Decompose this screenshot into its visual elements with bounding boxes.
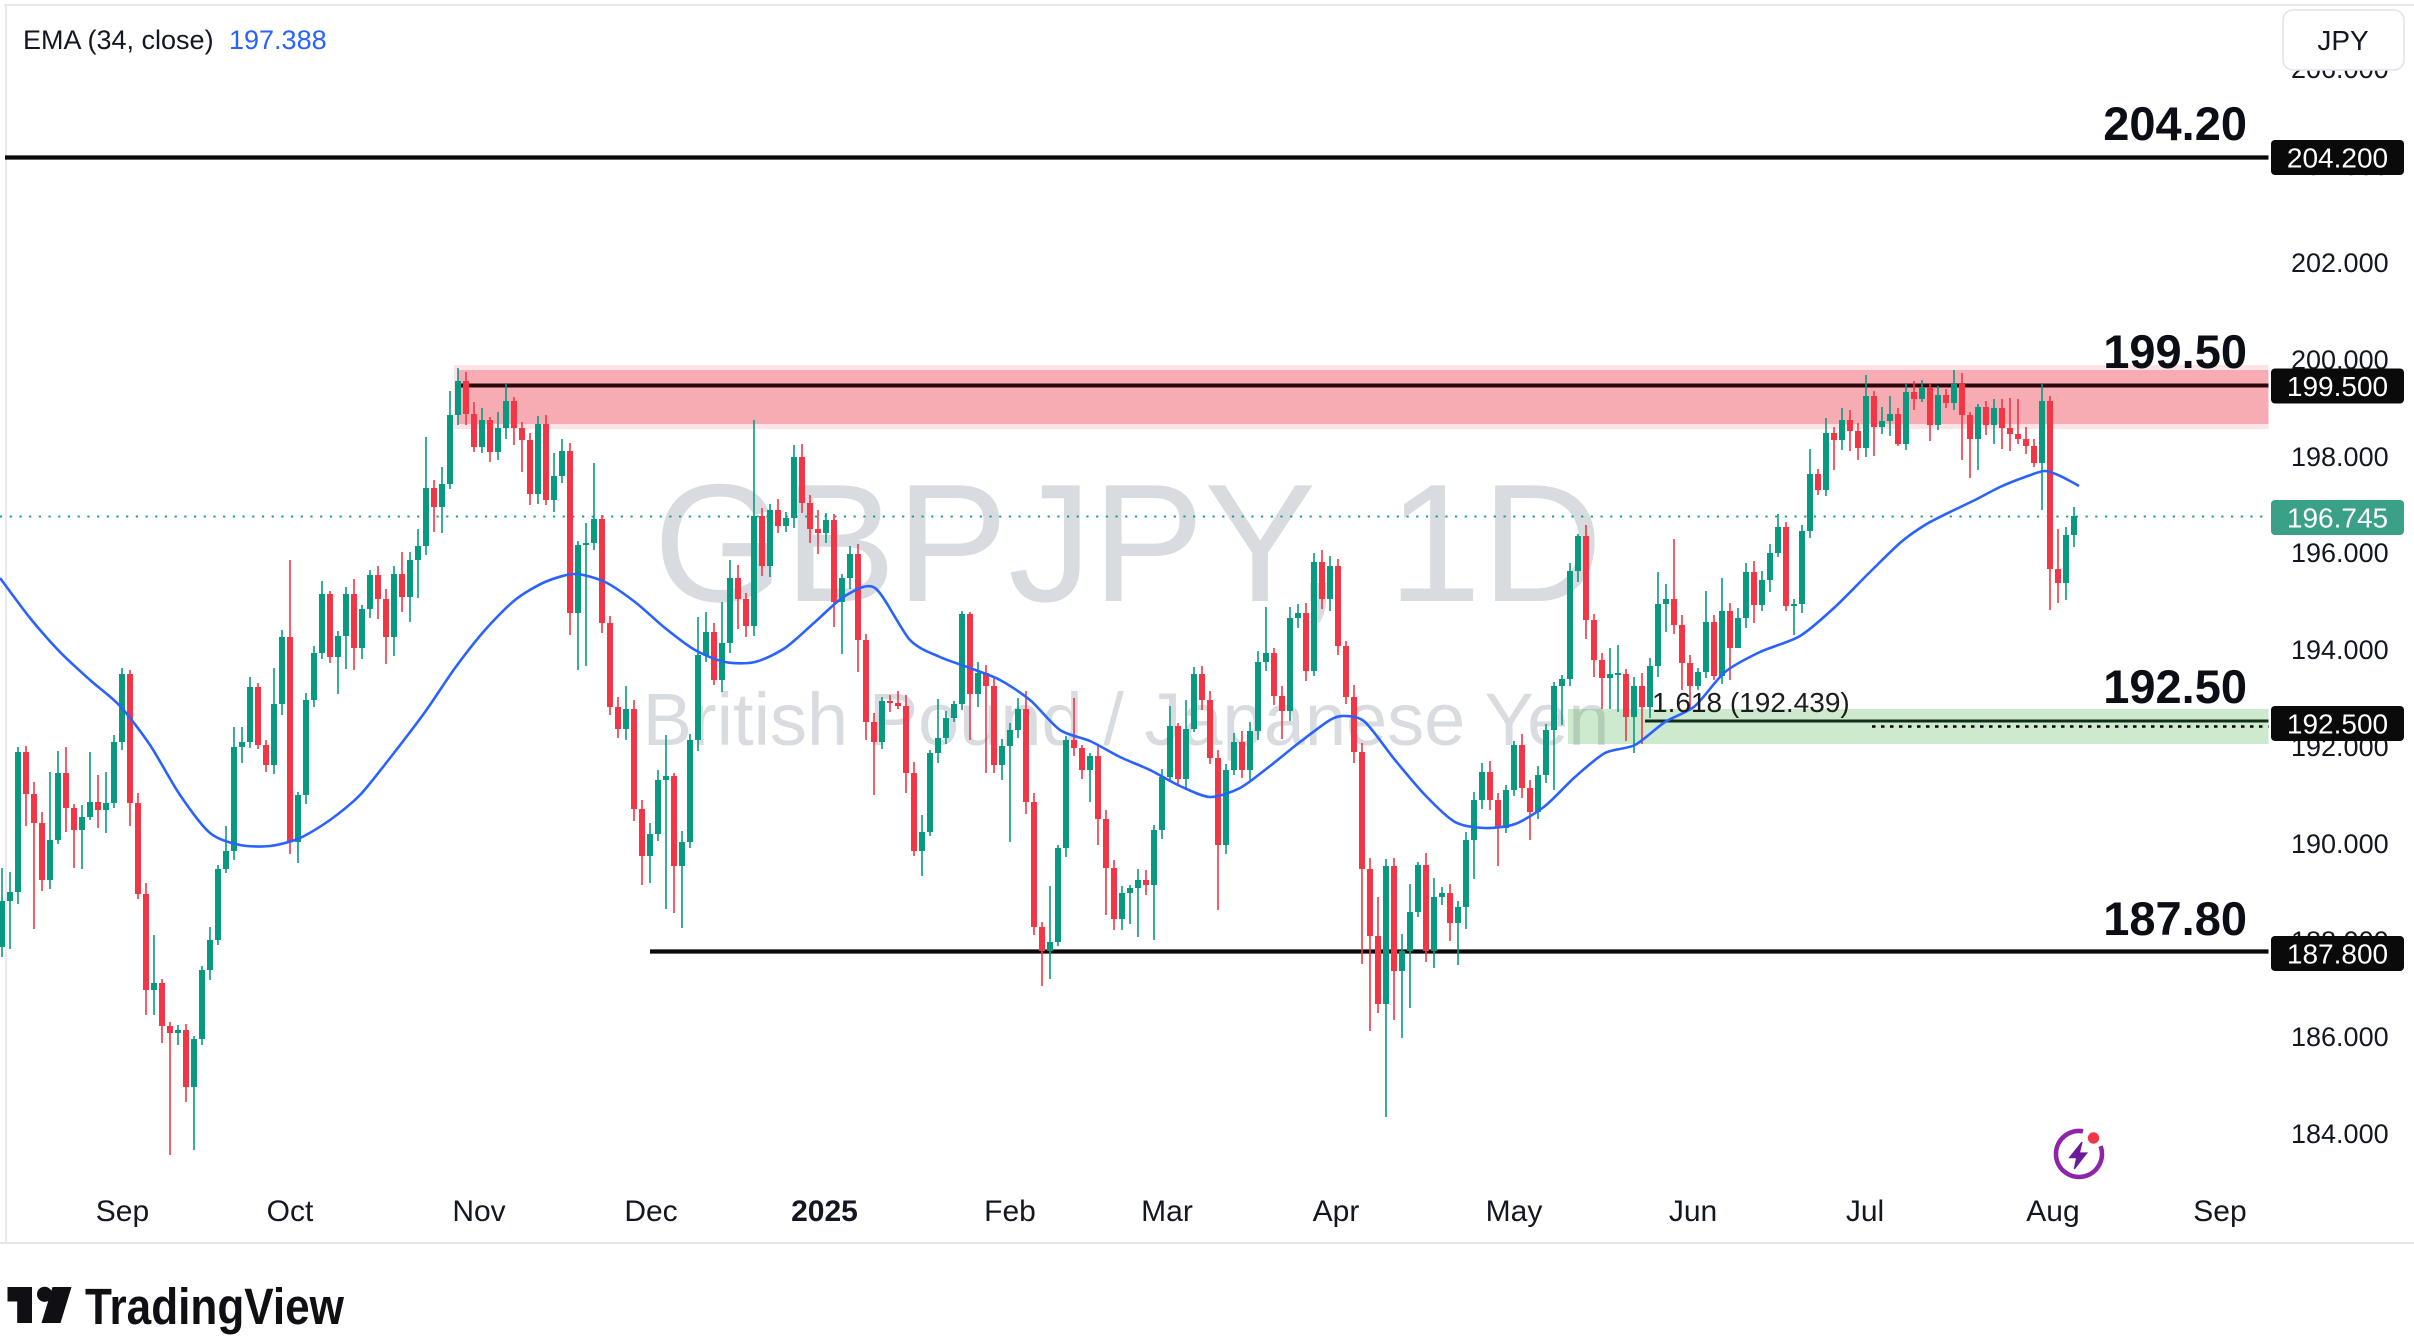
svg-text:198.000: 198.000 [2291, 442, 2389, 472]
svg-text:GBPJPY, 1D: GBPJPY, 1D [653, 449, 1602, 637]
svg-text:199.500: 199.500 [2287, 371, 2388, 402]
svg-text:199.50: 199.50 [2103, 325, 2247, 378]
svg-text:187.800: 187.800 [2287, 939, 2388, 970]
svg-text:192.50: 192.50 [2103, 660, 2247, 713]
svg-text:Jun: Jun [1669, 1195, 1717, 1228]
svg-text:Feb: Feb [984, 1195, 1036, 1228]
svg-text:2025: 2025 [791, 1195, 858, 1228]
svg-text:Nov: Nov [452, 1195, 505, 1228]
svg-text:192.500: 192.500 [2287, 709, 2388, 740]
svg-text:Aug: Aug [2026, 1195, 2079, 1228]
svg-text:Apr: Apr [1313, 1195, 1360, 1228]
svg-text:JPY: JPY [2317, 25, 2369, 56]
svg-text:Jul: Jul [1846, 1195, 1884, 1228]
svg-text:196.000: 196.000 [2291, 538, 2389, 568]
svg-text:Dec: Dec [624, 1195, 677, 1228]
svg-text:194.000: 194.000 [2291, 635, 2389, 665]
svg-text:197.388: 197.388 [229, 25, 327, 55]
svg-text:186.000: 186.000 [2291, 1022, 2389, 1052]
svg-text:187.80: 187.80 [2103, 892, 2247, 945]
svg-text:TradingView: TradingView [85, 1278, 344, 1335]
svg-text:204.200: 204.200 [2287, 143, 2388, 174]
svg-text:1.618 (192.439): 1.618 (192.439) [1652, 687, 1850, 718]
svg-text:May: May [1486, 1195, 1543, 1228]
svg-text:Oct: Oct [267, 1195, 314, 1228]
svg-text:British Pound / Japanese Yen: British Pound / Japanese Yen [643, 678, 1610, 761]
svg-text:196.745: 196.745 [2287, 503, 2388, 534]
svg-text:202.000: 202.000 [2291, 248, 2389, 278]
svg-text:204.20: 204.20 [2103, 97, 2247, 150]
svg-text:184.000: 184.000 [2291, 1119, 2389, 1149]
svg-text:Sep: Sep [96, 1195, 149, 1228]
svg-text:EMA (34, close): EMA (34, close) [23, 25, 214, 55]
svg-text:190.000: 190.000 [2291, 829, 2389, 859]
svg-text:Sep: Sep [2193, 1195, 2246, 1228]
svg-text:Mar: Mar [1141, 1195, 1193, 1228]
